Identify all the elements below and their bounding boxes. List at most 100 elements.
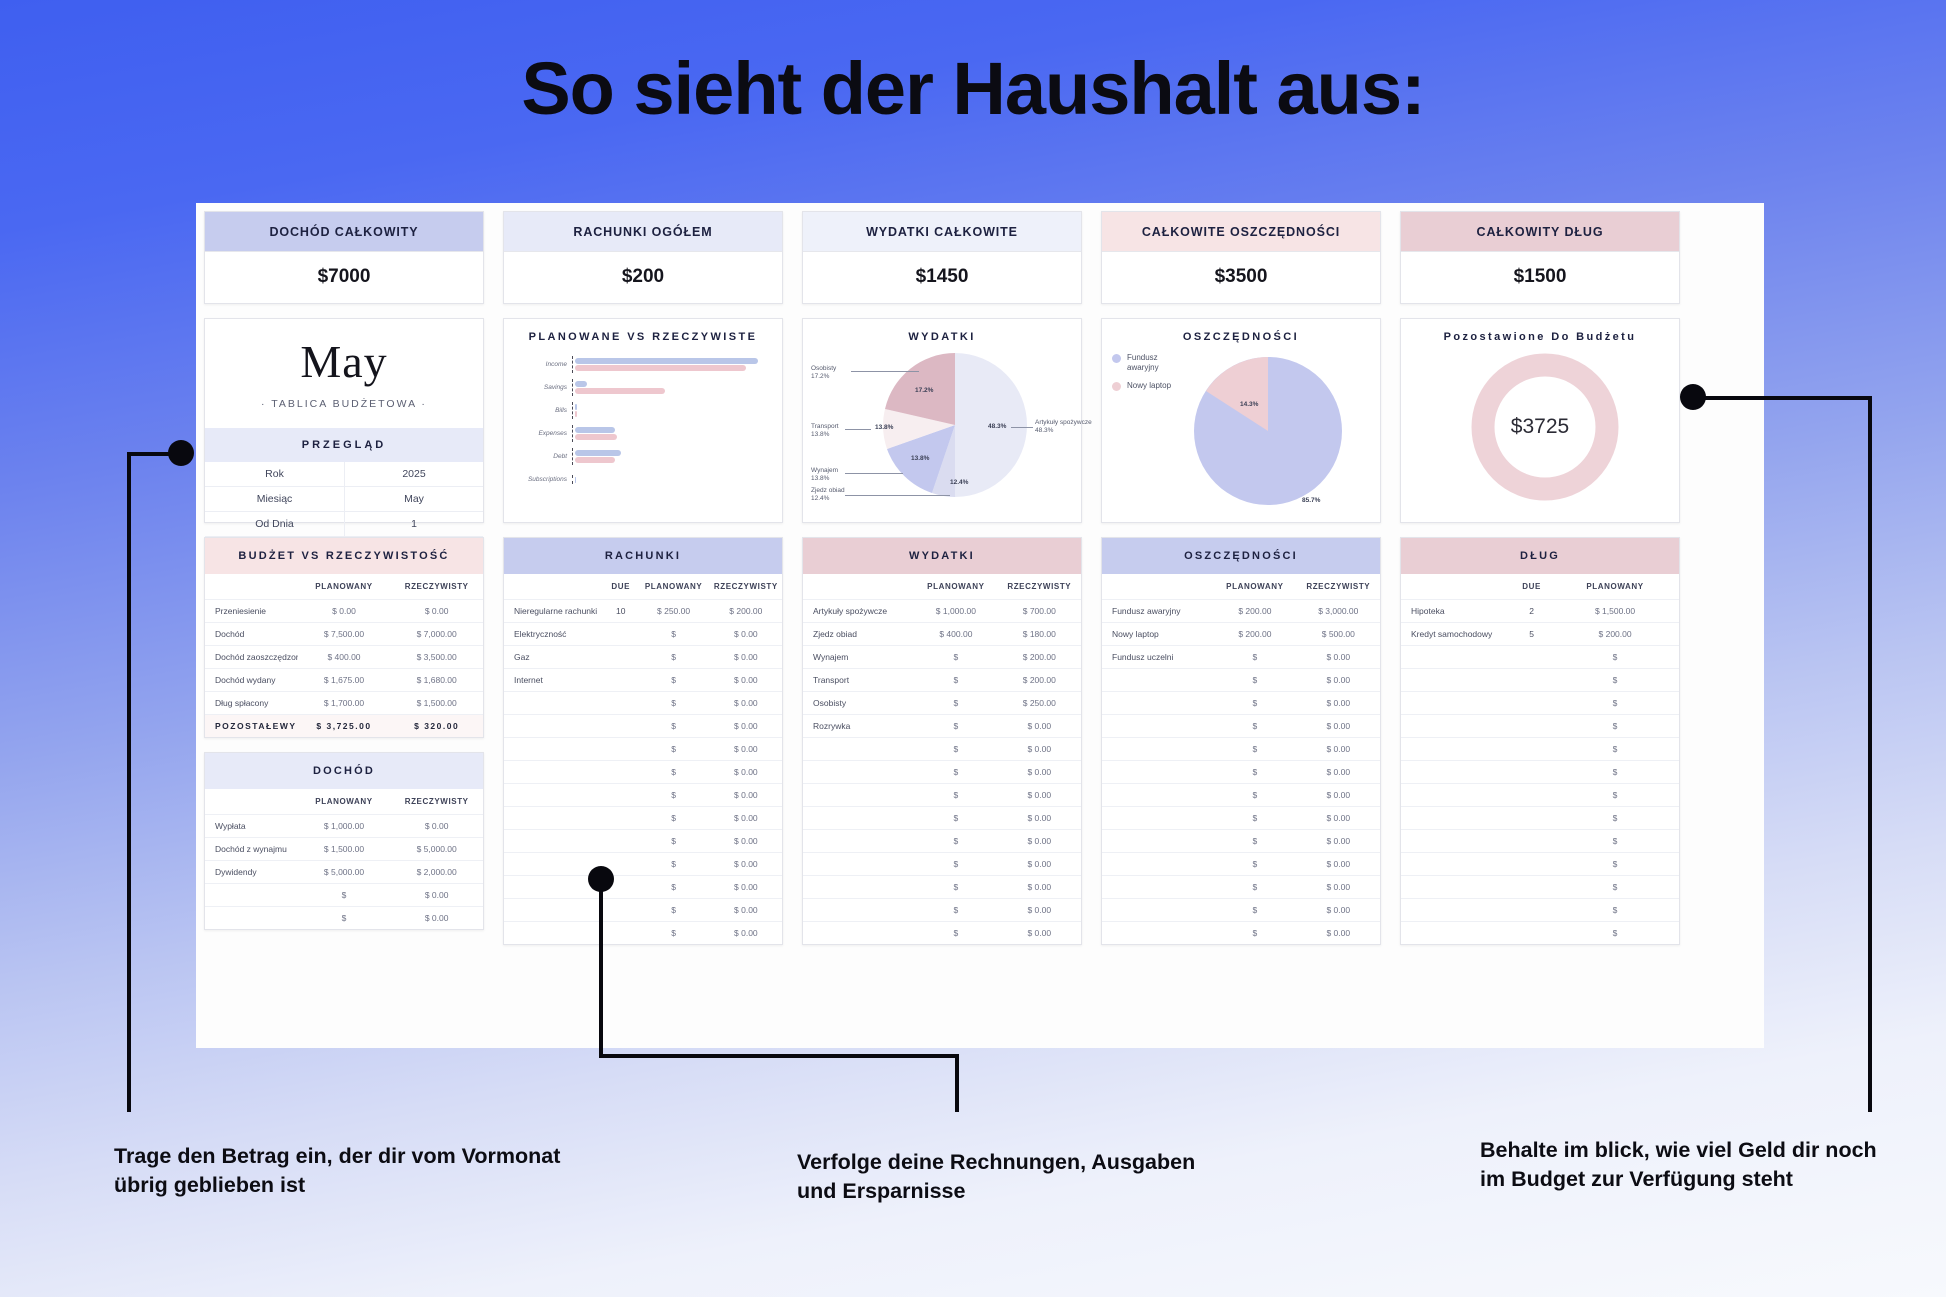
table-row[interactable]: $ $ 0.00 — [1102, 852, 1380, 876]
cell-actual[interactable]: $ 1,500.00 — [390, 691, 483, 715]
cell-planned[interactable]: $ — [1551, 829, 1679, 853]
cell-name[interactable]: Fundusz uczelni — [1102, 645, 1214, 669]
cell-actual[interactable]: $ 0.00 — [1296, 668, 1380, 692]
cell-planned[interactable]: $ 7,500.00 — [297, 622, 391, 646]
cell-due[interactable] — [604, 806, 638, 830]
expenses-pie-chart[interactable]: WYDATKI Osobisty 17.2% Transport 1 — [802, 318, 1092, 523]
cell-name[interactable] — [1401, 806, 1513, 830]
cell-planned[interactable]: $ — [914, 760, 998, 784]
cell-name[interactable] — [1401, 691, 1513, 715]
cell-actual[interactable]: $ 0.00 — [709, 668, 782, 692]
cell-due[interactable] — [604, 622, 638, 646]
kpi-card-total-bills[interactable]: RACHUNKI OGÓŁEM $200 — [503, 211, 783, 304]
cell-actual[interactable]: $ 0.00 — [997, 898, 1081, 922]
cell-due[interactable] — [604, 645, 638, 669]
cell-due[interactable] — [604, 691, 638, 715]
table-row[interactable]: $ $ 0.00 — [803, 806, 1081, 830]
table-row[interactable]: Nowy laptop $ 200.00 $ 500.00 — [1102, 622, 1380, 646]
debt-table[interactable]: DŁUG DUE PLANOWANY Hipoteka 2 $ 1,500.00 Kr… — [1400, 537, 1680, 945]
cell-actual[interactable]: $ 0.00 — [1296, 714, 1380, 738]
cell-actual[interactable]: $ 0.00 — [709, 852, 782, 876]
table-row[interactable]: $ $ 0.00 — [504, 898, 782, 922]
table-row[interactable]: $ $ 0.00 — [504, 806, 782, 830]
cell-actual[interactable]: $ 0.00 — [390, 883, 483, 907]
cell-name[interactable] — [1102, 898, 1214, 922]
table-row[interactable]: $ — [1401, 921, 1679, 944]
table-row[interactable]: $ $ 0.00 — [1102, 875, 1380, 899]
cell-due[interactable] — [604, 714, 638, 738]
table-row[interactable]: $ — [1401, 829, 1679, 853]
cell-actual[interactable]: $ 7,000.00 — [390, 622, 483, 646]
cell-planned[interactable]: $ 200.00 — [1551, 622, 1679, 646]
planned-vs-actual-chart[interactable]: PLANOWANE VS RZECZYWISTE Income Savings … — [503, 318, 783, 523]
cell-planned[interactable]: $ — [914, 921, 998, 944]
table-row[interactable]: Dochód zaoszczędzony $ 400.00 $ 3,500.00 — [205, 645, 483, 669]
cell-planned[interactable]: $ — [1551, 691, 1679, 715]
cell-name[interactable] — [205, 906, 298, 929]
cell-due[interactable]: 10 — [604, 599, 638, 623]
cell-actual[interactable]: $ 0.00 — [709, 875, 782, 899]
cell-actual[interactable]: $ 0.00 — [709, 806, 782, 830]
cell-planned[interactable]: $ — [637, 714, 710, 738]
cell-name[interactable] — [1102, 921, 1214, 944]
table-row[interactable]: $ — [1401, 668, 1679, 692]
cell-planned[interactable]: $ — [637, 691, 710, 715]
cell-actual[interactable]: $ 0.00 — [709, 737, 782, 761]
cell-planned[interactable]: $ — [1551, 852, 1679, 876]
table-row[interactable]: Dochód z wynajmu $ 1,500.00 $ 5,000.00 — [205, 837, 483, 861]
cell-planned[interactable]: $ 200.00 — [1213, 622, 1297, 646]
table-row[interactable]: $ $ 0.00 — [803, 875, 1081, 899]
cell-actual[interactable]: $ 0.00 — [390, 599, 483, 623]
cell-due[interactable] — [604, 783, 638, 807]
cell-name[interactable]: Hipoteka — [1401, 599, 1513, 623]
cell-actual[interactable]: $ 500.00 — [1296, 622, 1380, 646]
cell-actual[interactable]: $ 0.00 — [709, 898, 782, 922]
cell-actual[interactable]: $ 0.00 — [709, 714, 782, 738]
table-row[interactable]: $ $ 0.00 — [1102, 760, 1380, 784]
cell-due[interactable] — [604, 898, 638, 922]
cell-planned[interactable]: $ — [1213, 691, 1297, 715]
cell-name[interactable] — [504, 714, 605, 738]
table-row[interactable]: $ $ 0.00 — [1102, 737, 1380, 761]
cell-name[interactable]: Kredyt samochodowy — [1401, 622, 1513, 646]
cell-planned[interactable]: $ — [637, 875, 710, 899]
cell-actual[interactable]: $ 0.00 — [997, 760, 1081, 784]
cell-due[interactable] — [1512, 783, 1552, 807]
cell-actual[interactable]: $ 0.00 — [1296, 875, 1380, 899]
cell-name[interactable]: Dywidendy — [205, 860, 298, 884]
cell-planned[interactable]: $ 1,500.00 — [297, 837, 391, 861]
cell-name[interactable] — [205, 883, 298, 907]
cell-planned[interactable]: $ — [914, 806, 998, 830]
cell-planned[interactable]: $ — [1551, 806, 1679, 830]
cell-due[interactable] — [1512, 645, 1552, 669]
table-row[interactable]: $ $ 0.00 — [504, 921, 782, 944]
cell-planned[interactable]: $ — [637, 898, 710, 922]
cell-actual[interactable]: $ 200.00 — [997, 645, 1081, 669]
cell-planned[interactable]: $ — [1213, 668, 1297, 692]
cell-name[interactable] — [803, 875, 915, 899]
cell-actual[interactable]: $ 0.00 — [997, 829, 1081, 853]
cell-planned[interactable]: $ — [637, 829, 710, 853]
cell-planned[interactable]: $ — [637, 760, 710, 784]
cell-name[interactable]: Nieregularne rachunki — [504, 599, 605, 623]
cell-actual[interactable]: $ 200.00 — [997, 668, 1081, 692]
cell-due[interactable] — [604, 668, 638, 692]
cell-planned[interactable]: $ — [637, 645, 710, 669]
cell-planned[interactable]: $ 200.00 — [1213, 599, 1297, 623]
cell-name[interactable] — [1401, 898, 1513, 922]
cell-actual[interactable]: $ 1,680.00 — [390, 668, 483, 692]
month-overview-card[interactable]: May · TABLICA BUDŻETOWA · PRZEGLĄD Rok 2… — [204, 318, 484, 537]
cell-planned[interactable]: $ — [1213, 852, 1297, 876]
table-row[interactable]: $ $ 0.00 — [1102, 668, 1380, 692]
cell-name[interactable] — [803, 898, 915, 922]
table-row[interactable]: Transport $ $ 200.00 — [803, 668, 1081, 692]
cell-due[interactable]: 5 — [1512, 622, 1552, 646]
cell-name[interactable] — [504, 898, 605, 922]
cell-planned[interactable]: $ — [637, 668, 710, 692]
table-row[interactable]: $ $ 0.00 — [504, 714, 782, 738]
overview-value[interactable]: 2025 — [344, 462, 483, 486]
cell-due[interactable]: 2 — [1512, 599, 1552, 623]
cell-planned[interactable]: $ — [637, 622, 710, 646]
cell-name[interactable] — [1401, 852, 1513, 876]
cell-planned[interactable]: $ — [914, 668, 998, 692]
